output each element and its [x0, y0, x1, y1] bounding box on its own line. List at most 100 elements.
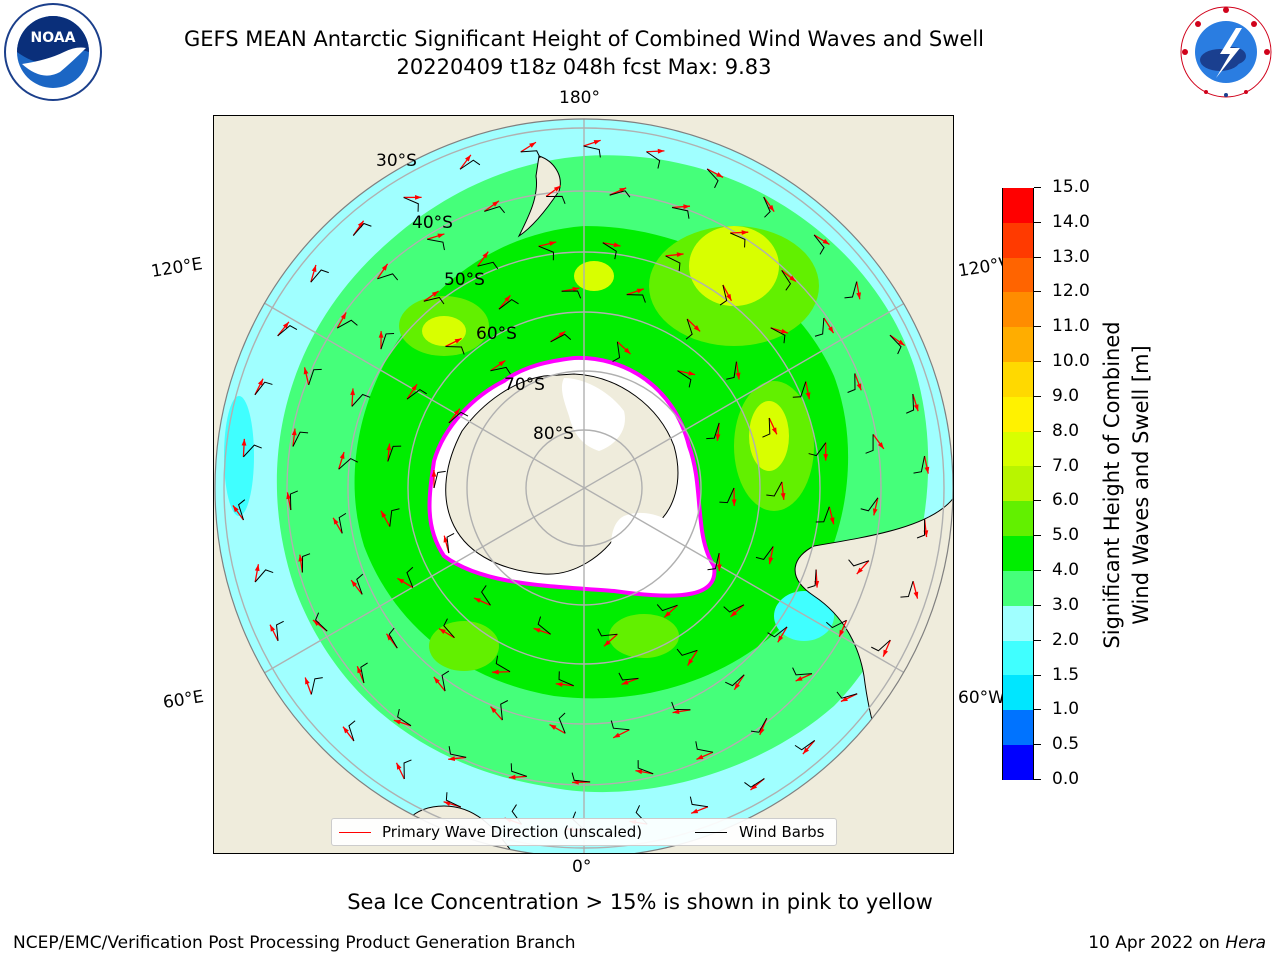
wind-barb — [301, 553, 311, 573]
wave-direction-arrowhead — [282, 321, 289, 329]
colorbar-segment — [1003, 257, 1033, 293]
colorbar-tick-label: 6.0 — [1052, 490, 1080, 511]
wind-barb — [448, 411, 469, 424]
wind-barb — [916, 519, 926, 539]
wind-barb — [808, 442, 827, 457]
wave-direction-arrowhead — [431, 291, 439, 297]
wave-direction-swatch — [339, 832, 371, 833]
colorbar-tick-label: 0.0 — [1052, 769, 1080, 789]
wave-direction-arrowhead — [482, 251, 489, 259]
wave-direction-arrowhead — [613, 242, 621, 248]
colorbar-tick — [1034, 221, 1041, 223]
wave-direction-arrowhead — [351, 580, 358, 587]
colorbar-tick-label: 2.0 — [1052, 629, 1080, 650]
wind-barb — [706, 168, 719, 189]
wave-direction-arrowhead — [715, 434, 721, 441]
colorbar-tick-label: 1.0 — [1052, 699, 1080, 720]
colorbar-tick-label: 0.5 — [1052, 734, 1080, 755]
wind-barb — [441, 670, 450, 692]
colorbar-tick — [1034, 535, 1041, 537]
wave-direction-arrowhead — [357, 666, 362, 674]
lon-label-60e: 60°E — [161, 686, 206, 714]
wind-barb — [254, 381, 273, 396]
wind-barb — [388, 627, 398, 649]
colorbar-tick-label: 1.5 — [1052, 664, 1080, 685]
wind-barb — [481, 585, 491, 606]
wave-direction-arrowhead — [312, 620, 320, 626]
lon-label-120e: 120°E — [149, 254, 204, 282]
colorbar-tick — [1034, 779, 1041, 780]
wave-direction-arrowhead — [393, 719, 401, 725]
wave-direction-arrowhead — [621, 679, 629, 685]
wind-barb — [558, 671, 574, 687]
wind-barb — [770, 327, 786, 344]
colorbar-segment — [1003, 466, 1033, 502]
colorbar-tick-label: 10.0 — [1052, 351, 1090, 372]
colorbar-tick-label: 8.0 — [1052, 420, 1080, 441]
colorbar-segment — [1003, 710, 1033, 746]
wave-direction-arrowhead — [823, 454, 829, 461]
ocean-6-7m-patch — [689, 226, 779, 306]
wind-barb — [445, 792, 462, 808]
wind-barb — [443, 618, 455, 639]
wave-direction-arrowhead — [386, 443, 392, 451]
lat-label-40s: 40°S — [412, 213, 453, 233]
wave-direction-arrowhead — [553, 185, 561, 192]
wind-barb — [538, 245, 554, 261]
wind-barb — [277, 325, 298, 337]
wave-direction-arrowhead — [448, 756, 456, 761]
wave-direction-arrowhead — [827, 326, 834, 334]
wave-direction-arrowhead — [549, 724, 557, 730]
wave-direction-arrowhead — [688, 370, 696, 376]
wind-barb — [626, 294, 646, 303]
wave-direction-arrowhead — [716, 564, 722, 572]
wind-barb — [571, 772, 591, 783]
wind-barb — [755, 546, 774, 560]
ocean-low-wave-patch — [224, 396, 254, 516]
wave-direction-arrowhead — [298, 554, 304, 562]
wind-barb — [427, 238, 445, 251]
sea-ice-note: Sea Ice Concentration > 15% is shown in … — [347, 890, 933, 914]
wind-barb — [558, 712, 566, 734]
wave-direction-arrowhead — [411, 384, 418, 391]
wave-direction-arrowhead — [492, 669, 499, 675]
wave-direction-arrowhead — [839, 629, 845, 637]
wave-direction-arrowhead — [856, 292, 862, 300]
wave-direction-arrowhead — [381, 510, 387, 518]
wind-barb — [665, 255, 681, 272]
noaa-logo-text: NOAA — [31, 30, 76, 46]
wave-direction-arrowhead — [672, 709, 680, 714]
land-antarctic-ice-shelf — [561, 378, 625, 451]
wind-barb — [380, 333, 395, 350]
wind-barb — [695, 741, 714, 753]
wind-barb — [865, 434, 874, 454]
wave-direction-arrowhead — [433, 676, 440, 684]
wind-barb — [637, 760, 654, 775]
colorbar-tick — [1034, 187, 1041, 188]
colorbar-tick — [1034, 570, 1041, 572]
wind-barb-swatch — [695, 832, 727, 833]
colorbar-tick-label: 4.0 — [1052, 560, 1080, 581]
wind-barb — [763, 196, 771, 218]
wave-direction-arrowhead — [490, 706, 497, 714]
wave-direction-arrowhead — [504, 295, 511, 302]
wind-barb — [689, 796, 709, 808]
wind-barb — [348, 720, 356, 742]
wave-direction-arrowhead — [232, 505, 239, 513]
wave-direction-arrowhead — [464, 154, 471, 162]
chart-title: GEFS MEAN Antarctic Significant Height o… — [183, 27, 985, 51]
wind-barb — [719, 284, 728, 306]
wave-direction-arrowhead — [731, 499, 737, 506]
wave-direction-arrowhead — [913, 404, 919, 412]
ocean-low-wave-patch — [774, 591, 834, 641]
wave-direction-arrowhead — [498, 360, 506, 367]
wind-barb — [520, 150, 541, 159]
wind-barb — [766, 481, 783, 497]
wave-direction-arrowhead — [453, 408, 460, 416]
wave-direction-arrowhead — [378, 331, 384, 338]
wave-direction-arrowhead — [829, 517, 835, 525]
wind-barb — [610, 720, 630, 731]
wave-direction-arrowhead — [676, 252, 684, 258]
ocean-5-6m-patch — [609, 614, 679, 658]
wind-barb — [676, 648, 698, 656]
